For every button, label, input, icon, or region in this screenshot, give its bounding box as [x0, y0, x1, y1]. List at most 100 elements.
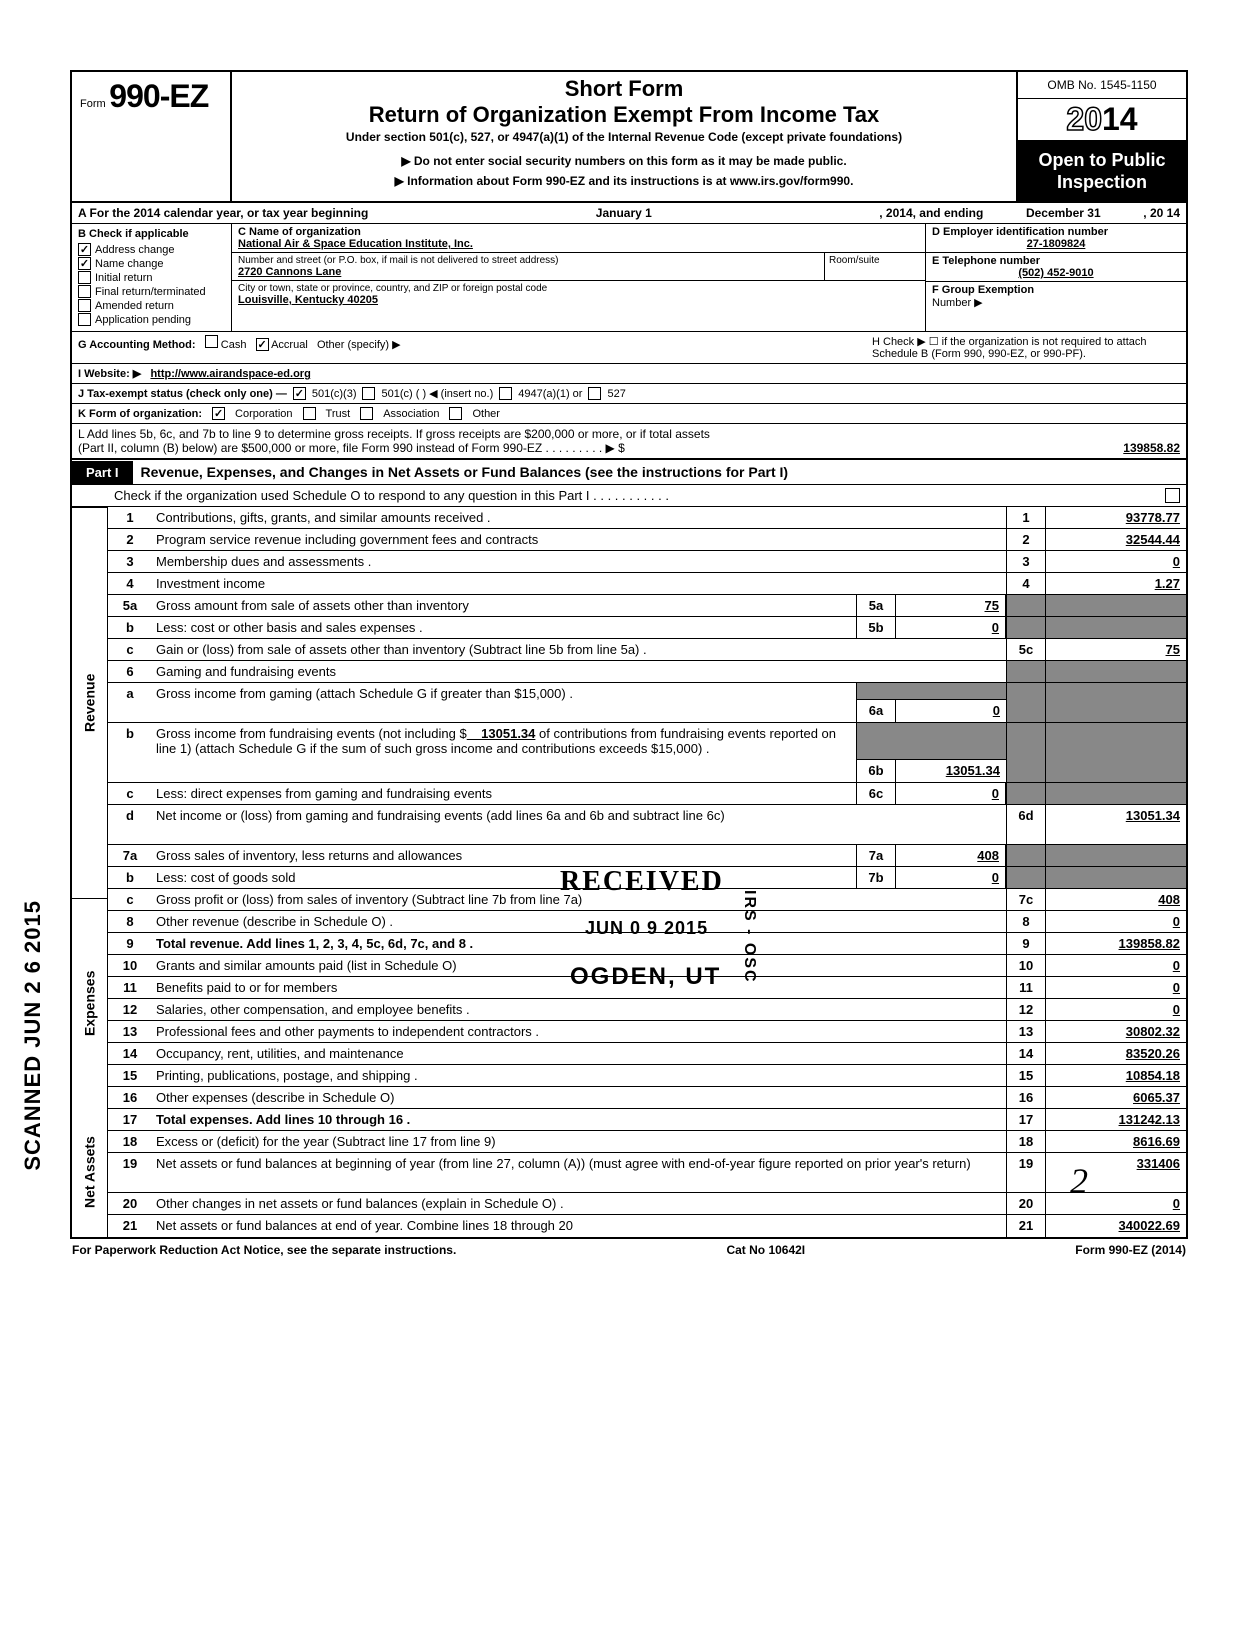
line-value — [1046, 661, 1186, 682]
line-value: 0 — [1046, 955, 1186, 976]
b-check-item: Amended return — [78, 299, 225, 312]
line-1: 1Contributions, gifts, grants, and simil… — [108, 507, 1186, 529]
gross-receipts-total: 139858.82 — [1123, 441, 1180, 455]
line-value: 75 — [1046, 639, 1186, 660]
line-desc: Professional fees and other payments to … — [152, 1021, 1006, 1042]
part1-checkbox[interactable] — [1165, 488, 1180, 503]
line-desc: Total revenue. Add lines 1, 2, 3, 4, 5c,… — [152, 933, 1006, 954]
e-block: E Telephone number (502) 452-9010 — [926, 253, 1186, 282]
line-rnum — [1006, 867, 1046, 888]
line-j: J Tax-exempt status (check only one) — ✓… — [72, 384, 1186, 404]
b-check-label: Initial return — [95, 272, 152, 284]
b-checkbox[interactable] — [78, 299, 91, 312]
cash-checkbox[interactable] — [205, 335, 218, 348]
line-num: 21 — [108, 1215, 152, 1237]
section-bcdef: B Check if applicable ✓Address change✓Na… — [72, 224, 1186, 332]
mid-num: 7b — [856, 867, 896, 888]
line-value — [1046, 617, 1186, 638]
b-checkbox[interactable] — [78, 271, 91, 284]
line-desc: Salaries, other compensation, and employ… — [152, 999, 1006, 1020]
j-527-checkbox[interactable] — [588, 387, 601, 400]
line-num: 12 — [108, 999, 152, 1020]
line-value: 131242.13 — [1046, 1109, 1186, 1130]
k-other: Other — [472, 408, 500, 420]
col-def: D Employer identification number 27-1809… — [926, 224, 1186, 331]
info-link: ▶ Information about Form 990-EZ and its … — [240, 174, 1008, 188]
line-desc: Net assets or fund balances at end of ye… — [152, 1215, 1006, 1237]
footer-right: Form 990-EZ (2014) — [1075, 1243, 1186, 1257]
line-desc: Investment income — [152, 573, 1006, 594]
year-suffix: 14 — [1102, 101, 1138, 137]
b-check-item: ✓ Address change — [78, 243, 225, 256]
k-label: K Form of organization: — [78, 408, 202, 420]
phone-value: (502) 452-9010 — [932, 267, 1180, 279]
c-addr-label: Number and street (or P.O. box, if mail … — [238, 255, 818, 266]
line-num: c — [108, 639, 152, 660]
line-c: cGain or (loss) from sale of assets othe… — [108, 639, 1186, 661]
f-label: F Group Exemption — [932, 284, 1180, 296]
line-gh: G Accounting Method: Cash ✓ Accrual Othe… — [72, 332, 1186, 364]
mid-num: 7a — [856, 845, 896, 866]
line-desc: Excess or (deficit) for the year (Subtra… — [152, 1131, 1006, 1152]
col-b-checkboxes: B Check if applicable ✓Address change✓Na… — [72, 224, 232, 331]
line-rnum — [1006, 845, 1046, 866]
line-value — [1046, 867, 1186, 888]
line-num: 15 — [108, 1065, 152, 1086]
k-trust-checkbox[interactable] — [303, 407, 316, 420]
part1-tag: Part I — [72, 461, 133, 484]
line-desc: Less: cost or other basis and sales expe… — [152, 617, 856, 638]
mid-value: 0 — [896, 617, 1006, 638]
b-checkbox[interactable]: ✓ — [78, 257, 91, 270]
line-17: 17Total expenses. Add lines 10 through 1… — [108, 1109, 1186, 1131]
mid-num: 6b — [856, 760, 896, 782]
line-desc: Other expenses (describe in Schedule O) — [152, 1087, 1006, 1108]
line-rnum: 6d — [1006, 805, 1046, 844]
line-num: 8 — [108, 911, 152, 932]
line-rnum — [1006, 661, 1046, 682]
j-4947-checkbox[interactable] — [499, 387, 512, 400]
j-501c-checkbox[interactable] — [362, 387, 375, 400]
line-value: 0 — [1046, 1193, 1186, 1214]
open-public-2: Inspection — [1022, 172, 1182, 194]
line-rnum: 2 — [1006, 529, 1046, 550]
line-rnum: 11 — [1006, 977, 1046, 998]
irs-osc-stamp: IRS - OSC — [740, 890, 758, 984]
line-rnum: 3 — [1006, 551, 1046, 572]
line-rnum: 1 — [1006, 507, 1046, 528]
line-7a: 7aGross sales of inventory, less returns… — [108, 845, 1186, 867]
side-labels: Revenue Expenses Net Assets — [72, 507, 108, 1237]
line-19: 19Net assets or fund balances at beginni… — [108, 1153, 1186, 1193]
d-label: D Employer identification number — [932, 226, 1180, 238]
line-value: 331406 — [1046, 1153, 1186, 1192]
accrual-checkbox[interactable]: ✓ — [256, 338, 269, 351]
line-d: dNet income or (loss) from gaming and fu… — [108, 805, 1186, 845]
row-a-mid: , 2014, and ending — [879, 206, 983, 220]
b-checkbox[interactable] — [78, 285, 91, 298]
k-assoc-checkbox[interactable] — [360, 407, 373, 420]
line-5b: bLess: cost or other basis and sales exp… — [108, 617, 1186, 639]
g-cash: Cash — [221, 339, 247, 351]
line-desc: Other revenue (describe in Schedule O) . — [152, 911, 1006, 932]
line-num: a — [108, 683, 152, 722]
j-label: J Tax-exempt status (check only one) — — [78, 388, 287, 400]
mid-num: 5b — [856, 617, 896, 638]
b-checkbox[interactable]: ✓ — [78, 243, 91, 256]
line-desc: Gross sales of inventory, less returns a… — [152, 845, 856, 866]
b-check-label: Name change — [95, 258, 164, 270]
line-k: K Form of organization: ✓Corporation Tru… — [72, 404, 1186, 424]
line-rnum — [1006, 617, 1046, 638]
line-num: 1 — [108, 507, 152, 528]
line-value — [1046, 845, 1186, 866]
j-501c3-checkbox[interactable]: ✓ — [293, 387, 306, 400]
line-21: 21Net assets or fund balances at end of … — [108, 1215, 1186, 1237]
c-city-block: City or town, state or province, country… — [232, 281, 925, 308]
b-check-label: Address change — [95, 244, 175, 256]
line-desc: Net assets or fund balances at beginning… — [152, 1153, 1006, 1192]
j-527: 527 — [607, 388, 625, 400]
omb-number: OMB No. 1545-1150 — [1018, 72, 1186, 99]
k-corp-checkbox[interactable]: ✓ — [212, 407, 225, 420]
k-other-checkbox[interactable] — [449, 407, 462, 420]
signature-mark: 2 — [1070, 1160, 1088, 1202]
org-street: 2720 Cannons Lane — [238, 266, 818, 278]
b-checkbox[interactable] — [78, 313, 91, 326]
